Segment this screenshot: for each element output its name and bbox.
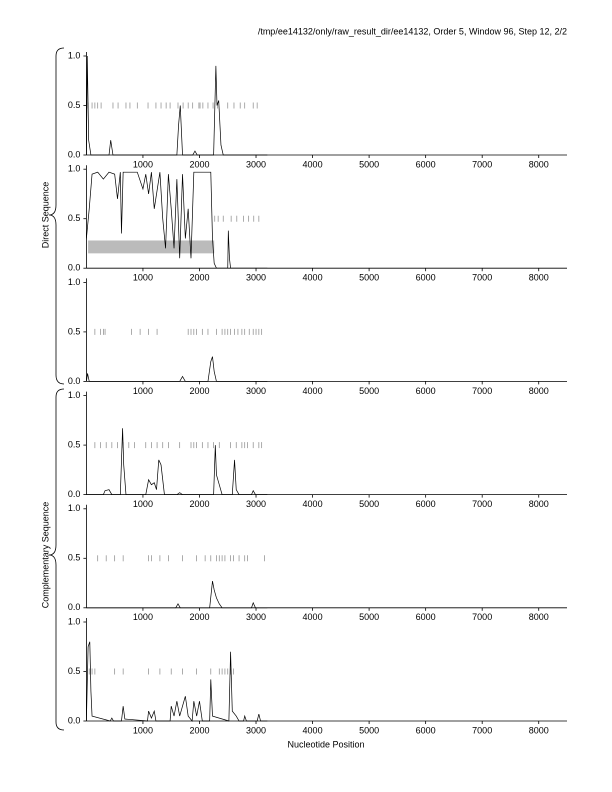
header: /tmp/ee14132/only/raw_result_dir/ee14132… (258, 26, 567, 36)
y-tick-label: 0.0 (68, 489, 81, 499)
x-tick-label: 4000 (303, 386, 323, 396)
x-tick-label: 4000 (303, 273, 323, 283)
x-tick-label: 6000 (416, 159, 436, 169)
x-tick-label: 4000 (303, 612, 323, 622)
y-tick-label: 1.0 (68, 50, 81, 60)
group-label: Complementary Sequence (40, 502, 50, 609)
region (88, 240, 215, 254)
x-tick-label: 6000 (416, 386, 436, 396)
x-tick-label: 1000 (133, 159, 153, 169)
x-tick-label: 5000 (359, 159, 379, 169)
x-tick-label: 7000 (472, 725, 492, 735)
x-tick-label: 5000 (359, 612, 379, 622)
x-tick-label: 5000 (359, 725, 379, 735)
x-tick-label: 3000 (246, 725, 266, 735)
x-tick-label: 1000 (133, 612, 153, 622)
data-line (86, 356, 268, 382)
x-tick-label: 2000 (189, 273, 209, 283)
x-axis-label: Nucleotide Position (287, 739, 364, 749)
x-tick-label: 8000 (529, 159, 549, 169)
y-tick-label: 1.0 (68, 277, 81, 287)
group-brace (48, 47, 65, 385)
y-tick-label: 1.0 (68, 164, 81, 174)
data-line (86, 55, 268, 156)
x-tick-label: 5000 (359, 499, 379, 509)
x-tick-label: 3000 (246, 499, 266, 509)
x-tick-label: 7000 (472, 273, 492, 283)
x-tick-label: 5000 (359, 273, 379, 283)
x-tick-label: 7000 (472, 386, 492, 396)
y-tick-label: 0.5 (68, 553, 81, 563)
x-tick-label: 7000 (472, 499, 492, 509)
y-tick-label: 1.0 (68, 390, 81, 400)
x-tick-label: 1000 (133, 499, 153, 509)
x-tick-label: 6000 (416, 725, 436, 735)
x-tick-label: 6000 (416, 273, 436, 283)
y-tick-label: 0.5 (68, 213, 81, 223)
y-tick-label: 0.0 (68, 602, 81, 612)
y-tick-label: 0.5 (68, 439, 81, 449)
x-tick-label: 3000 (246, 159, 266, 169)
x-tick-label: 7000 (472, 612, 492, 622)
x-tick-label: 2000 (189, 159, 209, 169)
y-tick-label: 0.0 (68, 263, 81, 273)
x-tick-label: 4000 (303, 159, 323, 169)
x-tick-label: 2000 (189, 499, 209, 509)
data-line (86, 171, 268, 269)
x-tick-label: 8000 (529, 386, 549, 396)
y-tick-label: 0.5 (68, 326, 81, 336)
y-tick-label: 0.0 (68, 376, 81, 386)
data-line (86, 581, 268, 609)
x-tick-label: 3000 (246, 612, 266, 622)
x-tick-label: 5000 (359, 386, 379, 396)
x-tick-label: 3000 (246, 273, 266, 283)
x-tick-label: 8000 (529, 725, 549, 735)
x-tick-label: 2000 (189, 612, 209, 622)
y-tick-label: 1.0 (68, 503, 81, 513)
x-tick-label: 1000 (133, 386, 153, 396)
y-tick-label: 1.0 (68, 616, 81, 626)
x-tick-label: 8000 (529, 273, 549, 283)
x-tick-label: 3000 (246, 386, 266, 396)
x-tick-label: 1000 (133, 725, 153, 735)
y-tick-label: 0.0 (68, 715, 81, 725)
x-tick-label: 4000 (303, 499, 323, 509)
x-tick-label: 8000 (529, 612, 549, 622)
group-brace (48, 388, 65, 731)
x-tick-label: 7000 (472, 159, 492, 169)
data-line (86, 641, 268, 722)
y-tick-label: 0.0 (68, 149, 81, 159)
x-tick-label: 8000 (529, 499, 549, 509)
y-tick-label: 0.5 (68, 100, 81, 110)
x-tick-label: 6000 (416, 612, 436, 622)
x-tick-label: 2000 (189, 386, 209, 396)
group-label: Direct Sequence (40, 182, 50, 249)
x-tick-label: 2000 (189, 725, 209, 735)
x-tick-label: 4000 (303, 725, 323, 735)
x-tick-label: 6000 (416, 499, 436, 509)
data-line (86, 428, 268, 495)
x-tick-label: 1000 (133, 273, 153, 283)
y-tick-label: 0.5 (68, 666, 81, 676)
